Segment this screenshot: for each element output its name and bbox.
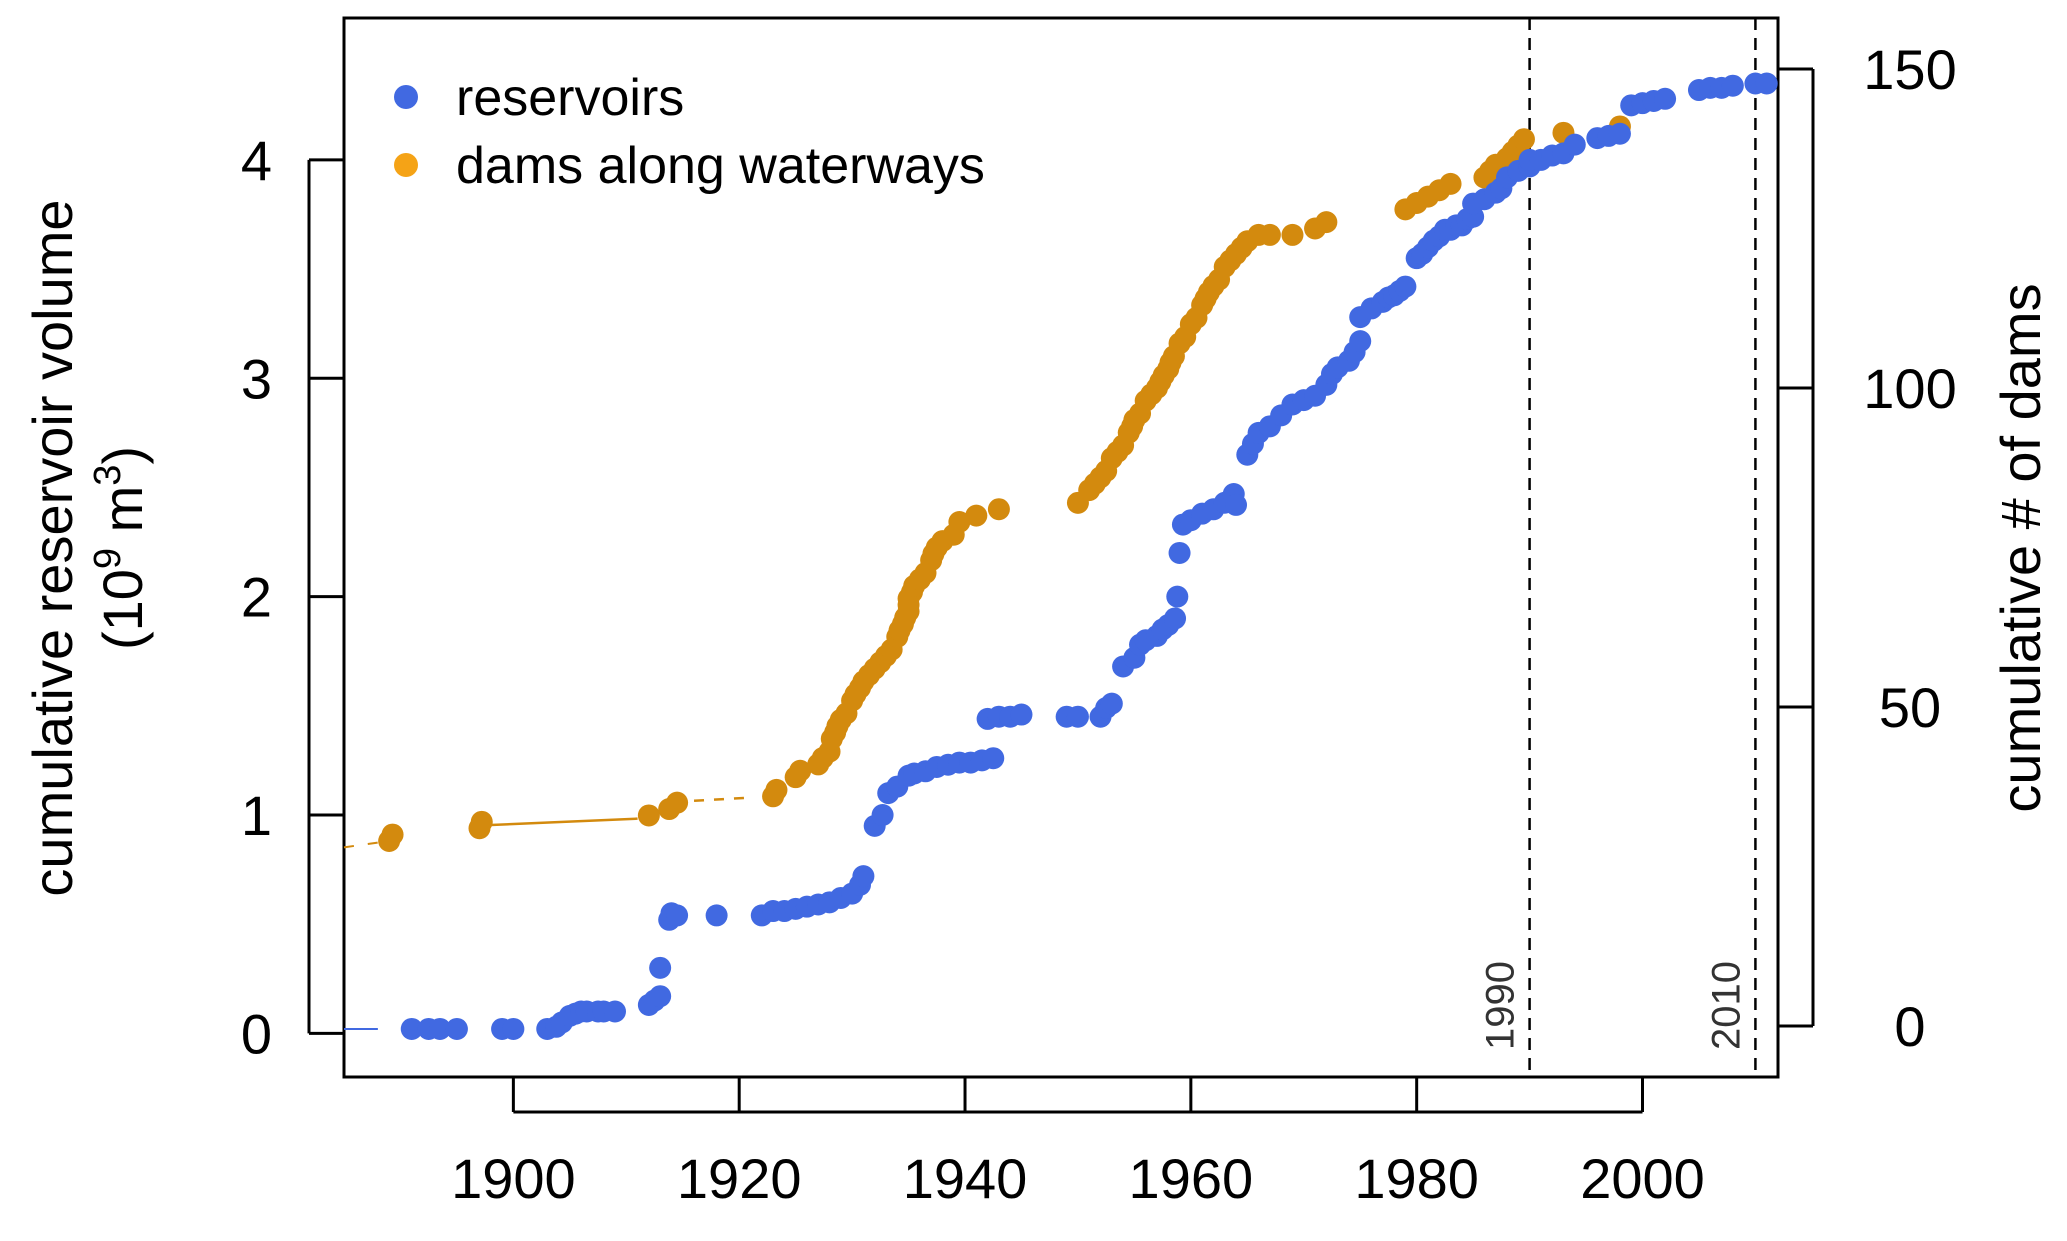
y-axis-left-title-mid: m bbox=[91, 486, 154, 548]
dams-point bbox=[1315, 211, 1338, 234]
dams-point bbox=[1281, 223, 1304, 246]
reservoirs-point bbox=[445, 1017, 468, 1040]
y-right-tick-label: 100 bbox=[1863, 357, 1956, 420]
reservoirs-point bbox=[428, 1017, 451, 1040]
y-axis-left-title-suffix: ) bbox=[91, 446, 154, 465]
reservoirs-point bbox=[649, 985, 672, 1008]
legend-label-dams: dams along waterways bbox=[456, 137, 985, 195]
reservoirs-point bbox=[1164, 607, 1187, 630]
reservoirs-point bbox=[1166, 585, 1189, 608]
y-left-tick-label: 0 bbox=[241, 1002, 272, 1065]
legend-marker-reservoirs bbox=[394, 85, 418, 109]
dams-lead-line bbox=[343, 839, 390, 849]
y-axis-left-title-exp1: 9 bbox=[87, 548, 129, 569]
reservoirs-point bbox=[400, 1017, 423, 1040]
dams-point bbox=[948, 510, 971, 533]
dams-point bbox=[965, 504, 988, 527]
reservoirs-point bbox=[871, 803, 894, 826]
dams-point bbox=[1258, 223, 1281, 246]
x-tick-label: 1920 bbox=[677, 1147, 802, 1210]
x-tick-label: 1960 bbox=[1129, 1147, 1254, 1210]
reservoirs-point bbox=[649, 956, 672, 979]
reservoirs-point bbox=[603, 1000, 626, 1023]
y-axis-left-title-line1: cumulative reservoir volume bbox=[21, 199, 84, 896]
reservoirs-point bbox=[705, 904, 728, 927]
x-tick-label: 1940 bbox=[903, 1147, 1028, 1210]
reservoirs-point bbox=[1066, 705, 1089, 728]
y-axis-right: 0 50 100 150 bbox=[1778, 38, 1957, 1058]
reservoirs-point bbox=[1168, 541, 1191, 564]
reference-line-label-2010: 2010 bbox=[1704, 961, 1748, 1050]
reservoirs-point bbox=[666, 904, 689, 927]
reference-line-label-1990: 1990 bbox=[1479, 961, 1523, 1050]
y-axis-right-title: cumulative # of dams bbox=[1989, 283, 2052, 812]
dams-series bbox=[343, 115, 1631, 852]
reservoirs-point bbox=[852, 865, 875, 888]
y-right-tick-label: 150 bbox=[1863, 38, 1956, 101]
reference-lines: 1990 2010 bbox=[1479, 18, 1757, 1077]
dams-point bbox=[1439, 172, 1462, 195]
reservoirs-point bbox=[1010, 703, 1033, 726]
reservoirs-point bbox=[1394, 275, 1417, 298]
reservoirs-point bbox=[982, 747, 1005, 770]
dams-point bbox=[666, 791, 689, 814]
dams-point bbox=[789, 759, 812, 782]
reservoirs-point bbox=[502, 1017, 525, 1040]
reservoirs-point bbox=[1563, 133, 1586, 156]
dams-point bbox=[765, 778, 788, 801]
dams-point bbox=[470, 810, 493, 833]
y-axis-left: 0 1 2 3 4 bbox=[241, 129, 344, 1065]
reservoirs-point bbox=[1225, 493, 1248, 516]
reservoirs-point bbox=[1654, 87, 1677, 110]
y-axis-left-title-exp2: 3 bbox=[87, 465, 129, 486]
y-left-tick-label: 2 bbox=[241, 566, 272, 629]
dams-point bbox=[987, 498, 1010, 521]
dams-gap-line bbox=[693, 796, 751, 803]
x-tick-label: 1980 bbox=[1354, 1147, 1479, 1210]
legend-label-reservoirs: reservoirs bbox=[456, 69, 684, 127]
plot-frame bbox=[342, 16, 1780, 1079]
x-axis: 1900 1920 1940 1960 1980 2000 bbox=[451, 1077, 1705, 1210]
y-left-tick-label: 3 bbox=[241, 347, 272, 410]
reservoirs-point bbox=[1349, 330, 1372, 353]
y-axis-left-title-line2: (109 m3) bbox=[87, 446, 154, 650]
y-right-tick-label: 0 bbox=[1894, 995, 1925, 1058]
x-tick-label: 2000 bbox=[1580, 1147, 1705, 1210]
y-axis-left-title-prefix: (10 bbox=[91, 569, 154, 650]
dams-point bbox=[1512, 128, 1535, 151]
y-right-tick-label: 50 bbox=[1879, 676, 1941, 739]
reservoirs-series bbox=[344, 72, 1778, 1040]
reservoirs-point bbox=[1608, 122, 1631, 145]
dams-point bbox=[381, 823, 404, 846]
dams-gap-line bbox=[490, 817, 638, 827]
reservoirs-point bbox=[1100, 692, 1123, 715]
reservoirs-point bbox=[1721, 74, 1744, 97]
legend: reservoirs dams along waterways bbox=[394, 69, 985, 195]
x-tick-label: 1900 bbox=[451, 1147, 576, 1210]
y-left-tick-label: 1 bbox=[241, 784, 272, 847]
reservoirs-point bbox=[1755, 72, 1778, 95]
dams-point bbox=[637, 804, 660, 827]
y-left-tick-label: 4 bbox=[241, 129, 272, 192]
legend-marker-dams bbox=[394, 153, 418, 177]
